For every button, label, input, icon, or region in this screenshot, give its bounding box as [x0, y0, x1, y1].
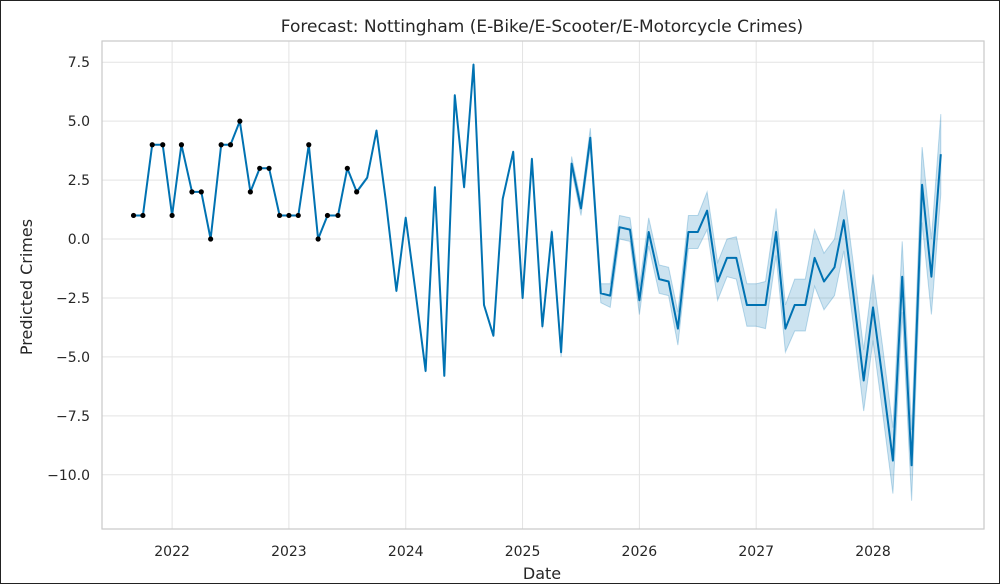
actual-point: [178, 142, 185, 148]
y-tick-label: 0.0: [68, 232, 90, 248]
chart-title: Forecast: Nottingham (E-Bike/E-Scooter/E…: [281, 17, 803, 37]
actual-point: [198, 189, 204, 195]
y-tick-label: −7.5: [56, 409, 90, 425]
actual-point: [276, 212, 283, 219]
actual-point: [237, 118, 243, 124]
x-axis-ticks: 2022 2023 2024 2025 2026 2027 2028: [154, 544, 891, 560]
y-tick-label: 5.0: [68, 114, 90, 130]
actual-point: [306, 142, 312, 148]
actual-point: [189, 189, 195, 195]
x-tick-label: 2025: [505, 544, 541, 560]
actual-point: [266, 165, 272, 171]
x-tick-label: 2022: [154, 544, 190, 560]
y-tick-label: 7.5: [68, 55, 90, 71]
actual-point: [295, 212, 301, 219]
y-tick-label: −10.0: [47, 468, 90, 484]
actual-points: [130, 118, 360, 242]
x-tick-label: 2024: [388, 544, 424, 560]
actual-point: [257, 165, 263, 171]
actual-point: [149, 142, 155, 148]
actual-point: [315, 236, 321, 242]
y-axis-ticks: 7.5 5.0 2.5 0.0 −2.5 −5.0 −7.5 −10.0: [47, 55, 90, 484]
actual-point: [247, 189, 253, 195]
actual-point: [140, 212, 146, 219]
y-axis-label: Predicted Crimes: [17, 219, 36, 355]
plot-frame: [101, 40, 985, 530]
actual-point: [130, 212, 137, 219]
actual-point: [169, 212, 175, 219]
actual-point: [324, 212, 331, 219]
actual-point: [218, 142, 224, 148]
x-tick-label: 2027: [738, 544, 774, 560]
x-axis-label: Date: [523, 564, 561, 583]
actual-point: [354, 189, 360, 195]
x-tick-label: 2028: [855, 544, 891, 560]
x-tick-label: 2026: [622, 544, 658, 560]
y-tick-label: 2.5: [68, 173, 90, 189]
actual-point: [344, 165, 350, 171]
y-tick-label: −5.0: [56, 350, 90, 366]
x-tick-label: 2023: [271, 544, 307, 560]
actual-point: [160, 142, 166, 148]
y-tick-label: −2.5: [56, 291, 90, 307]
actual-point: [227, 142, 234, 148]
actual-point: [335, 212, 341, 219]
actual-point: [286, 212, 292, 219]
actual-point: [208, 236, 214, 242]
